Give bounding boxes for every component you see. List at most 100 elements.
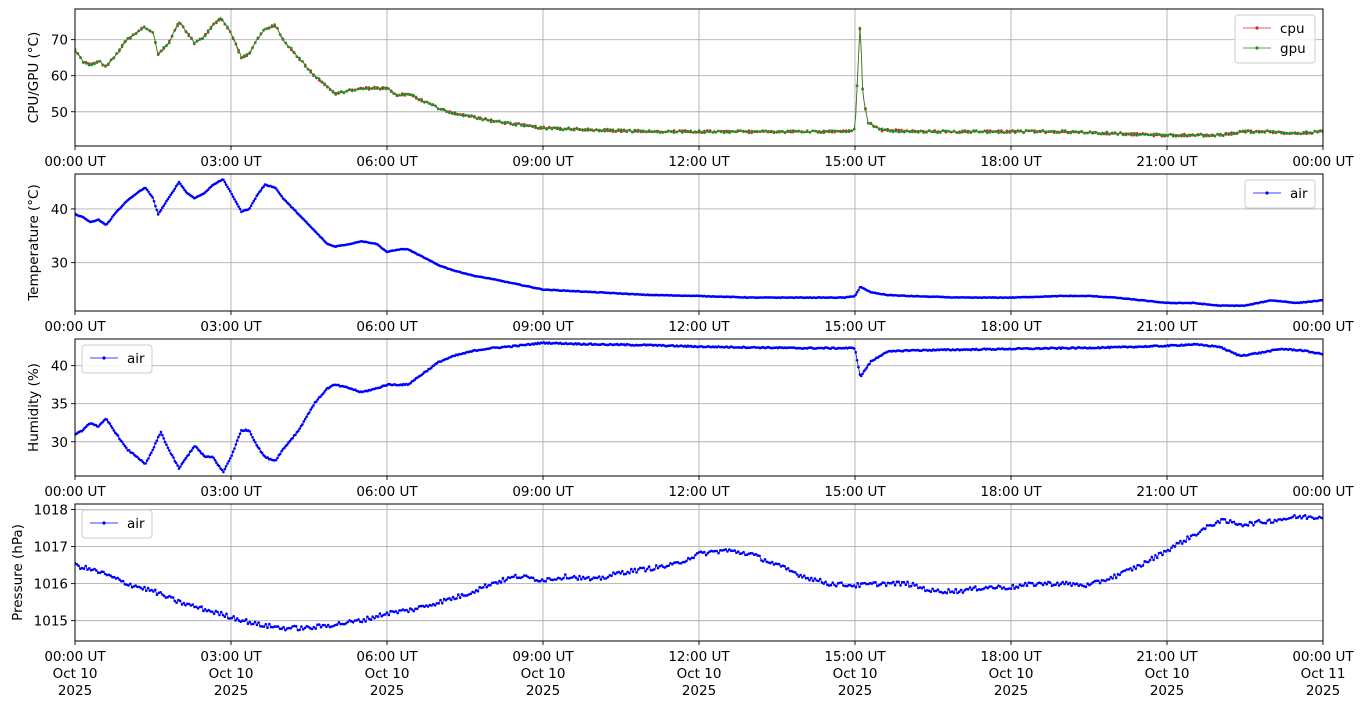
data-point-gpu — [356, 87, 360, 91]
data-point-air — [613, 572, 617, 576]
data-point-gpu — [811, 129, 814, 133]
x-tick-label: 2025 — [526, 683, 560, 699]
data-point-air — [161, 433, 164, 437]
data-point-gpu — [589, 128, 593, 132]
data-point-gpu — [725, 130, 728, 134]
data-point-air — [371, 615, 375, 618]
data-point-air — [184, 603, 187, 607]
panel-3: 30 35 40 Humidity (%) 00:00 UT 03:00 UT 06:00 … — [26, 338, 1354, 500]
data-point-gpu — [240, 56, 243, 60]
data-point-air — [146, 586, 150, 590]
data-point-gpu — [977, 130, 981, 134]
x-tick-label: Oct 10 — [989, 666, 1034, 682]
data-point-air — [227, 187, 231, 191]
data-point-cpu — [1105, 132, 1108, 136]
data-point-gpu — [800, 130, 803, 134]
data-point-gpu — [792, 130, 795, 134]
data-point-gpu — [958, 131, 961, 134]
data-point-air — [229, 190, 232, 193]
data-point-gpu — [273, 23, 277, 26]
data-point-air — [308, 411, 311, 414]
data-point-air — [1198, 530, 1202, 534]
data-point-gpu — [1205, 133, 1208, 136]
data-point-air — [947, 588, 950, 591]
data-point-air — [840, 581, 843, 584]
data-point-air — [222, 178, 225, 182]
data-point-gpu — [1102, 132, 1106, 135]
data-point-gpu — [220, 18, 224, 21]
data-point-gpu — [237, 50, 240, 54]
data-point-gpu — [986, 131, 989, 134]
data-point-gpu — [1038, 130, 1042, 133]
data-point-air — [285, 443, 289, 447]
data-point-air — [1070, 584, 1073, 588]
data-point-gpu — [1113, 131, 1117, 134]
data-area — [75, 16, 1323, 138]
data-point-gpu — [276, 27, 279, 30]
data-point-air — [1104, 579, 1107, 583]
data-point-air — [178, 599, 182, 603]
data-point-gpu — [259, 32, 263, 35]
y-tick-label: 35 — [51, 397, 68, 413]
data-point-gpu — [572, 128, 576, 132]
data-point-air — [685, 559, 688, 563]
data-point-air — [1246, 524, 1250, 527]
data-point-air — [1016, 586, 1020, 589]
data-point-air — [82, 428, 85, 432]
data-point-air — [248, 207, 251, 210]
data-point-gpu — [76, 52, 80, 55]
data-point-gpu — [1305, 130, 1308, 133]
data-point-air — [412, 609, 416, 613]
data-point-air — [911, 581, 915, 585]
data-point-cpu — [489, 118, 493, 121]
legend: air — [81, 344, 153, 374]
x-tick-label: 09:00 UT — [512, 649, 574, 665]
data-point-air — [904, 583, 908, 587]
data-point-gpu — [112, 56, 116, 60]
data-point-gpu — [1241, 130, 1244, 134]
data-point-gpu — [459, 113, 462, 116]
data-point-gpu — [1108, 132, 1111, 136]
data-point-air — [280, 449, 283, 453]
data-point-air — [1120, 571, 1123, 574]
data-point-air — [1154, 554, 1157, 557]
data-point-gpu — [894, 129, 898, 133]
data-point-gpu — [897, 130, 900, 134]
data-point-air — [617, 570, 621, 574]
data-point-air — [654, 564, 658, 567]
data-point-air — [1059, 582, 1063, 586]
data-point-gpu — [270, 24, 274, 27]
data-point-gpu — [908, 130, 912, 133]
data-point-gpu — [639, 129, 643, 133]
data-point-air — [501, 576, 505, 580]
data-point-air — [251, 436, 254, 439]
data-point-gpu — [1238, 130, 1242, 134]
data-point-gpu — [229, 30, 232, 34]
data-point-gpu — [353, 89, 357, 92]
data-point-gpu — [151, 31, 154, 34]
legend-label-air: air — [127, 351, 145, 367]
data-point-air — [266, 626, 269, 629]
data-point-air — [170, 453, 174, 457]
data-point-air — [1141, 564, 1145, 567]
data-point-gpu — [104, 65, 107, 68]
data-point-gpu — [475, 117, 479, 121]
data-point-air — [806, 576, 810, 580]
data-point-gpu — [489, 120, 493, 124]
legend-box — [81, 344, 153, 374]
data-point-air — [1227, 521, 1230, 525]
data-point-air — [865, 366, 869, 369]
data-point-air — [633, 567, 637, 571]
y-tick-label: 30 — [51, 256, 68, 272]
data-point-gpu — [947, 129, 950, 133]
data-point-gpu — [425, 100, 429, 104]
data-point-gpu — [775, 131, 778, 134]
data-point-air — [544, 580, 547, 583]
data-point-air — [344, 622, 348, 625]
data-point-air — [163, 202, 167, 205]
data-point-air — [305, 415, 308, 419]
data-point-gpu — [689, 129, 692, 132]
data-point-air — [232, 615, 235, 618]
data-point-air — [190, 449, 193, 452]
